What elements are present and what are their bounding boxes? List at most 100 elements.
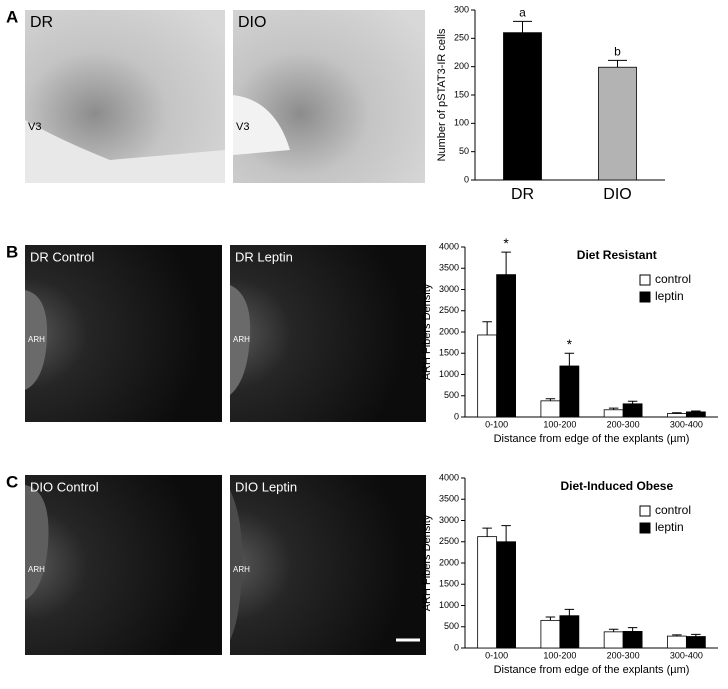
- y-tick-label: 3000: [439, 284, 459, 294]
- error-bar: [501, 251, 511, 275]
- panel-letter: A: [6, 7, 18, 26]
- error-bar: [482, 321, 492, 335]
- image-sublabel: ARH: [28, 335, 45, 344]
- bar: [496, 541, 517, 649]
- bar: [667, 413, 687, 418]
- y-tick-label: 4000: [439, 241, 459, 251]
- y-tick-label: 2500: [439, 305, 459, 315]
- micrograph: [233, 10, 425, 183]
- micrograph: [230, 475, 426, 655]
- image-label: DIO: [238, 14, 266, 31]
- y-tick-label: 2000: [439, 557, 459, 567]
- micrograph: [230, 245, 426, 422]
- panel-letter: C: [6, 472, 18, 491]
- y-tick-label: 200: [454, 61, 469, 71]
- image-label: DIO Control: [30, 479, 99, 494]
- image-sublabel: ARH: [28, 565, 45, 574]
- error-bar: [501, 525, 511, 542]
- y-tick-label: 0: [454, 642, 459, 652]
- error-bar: [691, 410, 701, 412]
- y-tick-label: 0: [454, 411, 459, 421]
- x-tick-label: 300-400: [670, 650, 703, 660]
- bar: [622, 403, 643, 418]
- value-annotation: *: [567, 336, 573, 352]
- bar: [603, 631, 624, 649]
- error-bar: [608, 59, 627, 68]
- y-tick-label: 250: [454, 33, 469, 43]
- y-tick-label: 1000: [439, 600, 459, 610]
- error-bar: [672, 412, 682, 414]
- bar: [685, 636, 706, 649]
- bar: [559, 615, 580, 649]
- error-bar: [627, 627, 638, 632]
- y-tick-label: 500: [444, 390, 459, 400]
- image-label: DIO Leptin: [235, 479, 297, 494]
- y-tick-label: 3500: [439, 494, 459, 504]
- bar: [540, 619, 561, 649]
- bar: [559, 365, 580, 418]
- value-annotation: a: [519, 6, 526, 20]
- x-axis-label: Distance from edge of the explants (µm): [494, 664, 690, 676]
- y-tick-label: 300: [454, 4, 469, 14]
- error-bar: [627, 400, 638, 404]
- image-sublabel: V3: [236, 121, 249, 133]
- image-label: DR Leptin: [235, 249, 293, 264]
- x-tick-label: 200-300: [607, 650, 640, 660]
- y-tick-label: 4000: [439, 472, 459, 482]
- legend-label: control: [655, 272, 691, 286]
- bar: [540, 400, 561, 418]
- error-bar: [691, 633, 701, 637]
- image-label: DR: [30, 14, 53, 31]
- y-axis-label: Number of pSTAT3-IR cells: [436, 28, 448, 161]
- x-tick-label: DIO: [603, 186, 631, 203]
- y-tick-label: 0: [464, 174, 469, 184]
- error-bar: [608, 628, 619, 632]
- chart-title: Diet-Induced Obese: [560, 479, 673, 493]
- bar: [622, 631, 643, 649]
- y-axis-label: ARH Fibers Density: [421, 514, 433, 611]
- micrograph-edge: [25, 120, 225, 183]
- legend-swatch: [639, 291, 651, 303]
- error-bar: [564, 608, 575, 616]
- legend-label: leptin: [655, 520, 684, 534]
- x-tick-label: 300-400: [670, 419, 703, 429]
- explant: [230, 285, 251, 395]
- micrograph-edge: [233, 95, 290, 155]
- y-tick-label: 100: [454, 118, 469, 128]
- y-tick-label: 3500: [439, 263, 459, 273]
- x-tick-label: 100-200: [543, 650, 576, 660]
- bar: [477, 334, 498, 418]
- bar: [603, 409, 624, 418]
- error-bar: [564, 352, 575, 366]
- image-sublabel: V3: [28, 121, 41, 133]
- x-tick-label: DR: [511, 186, 534, 203]
- value-annotation: *: [503, 235, 509, 251]
- micrograph: [25, 245, 222, 422]
- error-bar: [545, 616, 556, 621]
- bar: [598, 66, 637, 181]
- legend-swatch: [639, 522, 651, 534]
- x-tick-label: 200-300: [607, 419, 640, 429]
- micrograph: [25, 475, 222, 655]
- y-tick-label: 150: [454, 89, 469, 99]
- error-bar: [482, 527, 492, 537]
- error-bar: [545, 398, 556, 401]
- y-tick-label: 1500: [439, 348, 459, 358]
- y-axis-label: ARH Fibers Density: [421, 283, 433, 380]
- image-label: DR Control: [30, 249, 94, 264]
- legend-swatch: [639, 505, 651, 517]
- y-tick-label: 2500: [439, 536, 459, 546]
- y-tick-label: 1500: [439, 579, 459, 589]
- bar: [503, 32, 542, 181]
- image-sublabel: ARH: [233, 335, 250, 344]
- image-sublabel: ARH: [233, 565, 250, 574]
- error-bar: [513, 20, 532, 33]
- y-tick-label: 50: [459, 146, 469, 156]
- y-tick-label: 1000: [439, 369, 459, 379]
- legend-label: leptin: [655, 289, 684, 303]
- panel-letter: B: [6, 242, 18, 261]
- y-tick-label: 3000: [439, 515, 459, 525]
- error-bar: [672, 634, 682, 637]
- bar: [477, 536, 498, 649]
